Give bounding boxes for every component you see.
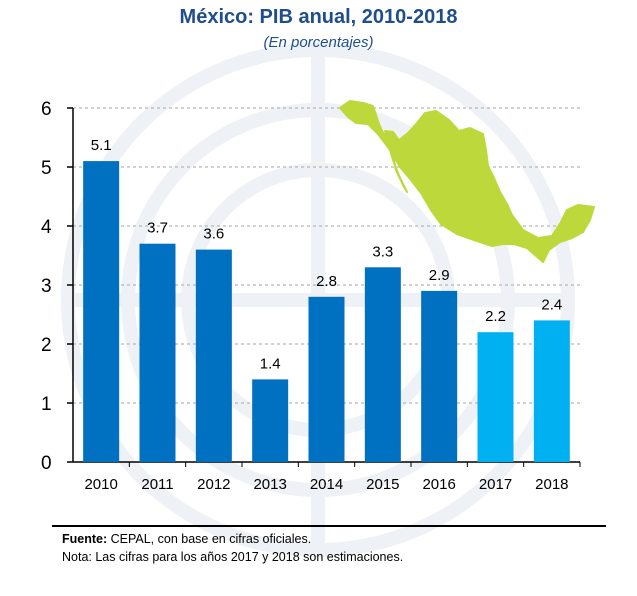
footer-rule bbox=[52, 525, 606, 527]
data-label-2012: 3.6 bbox=[203, 226, 224, 243]
x-tick-label-2011: 2011 bbox=[141, 476, 173, 493]
data-label-2013: 1.4 bbox=[260, 355, 281, 372]
data-label-2015: 3.3 bbox=[372, 243, 393, 260]
y-tick-label: 6 bbox=[41, 99, 52, 120]
y-tick-label: 4 bbox=[41, 217, 52, 238]
bar-2011 bbox=[139, 243, 176, 462]
bar-2018 bbox=[533, 320, 570, 462]
data-label-2010: 5.1 bbox=[91, 137, 112, 154]
x-tick-label-2018: 2018 bbox=[535, 476, 568, 493]
y-tick-label: 1 bbox=[41, 394, 52, 415]
data-label-2011: 3.7 bbox=[147, 220, 168, 237]
source-label: Fuente: bbox=[62, 532, 108, 546]
chart-title: México: PIB anual, 2010-2018 bbox=[179, 6, 458, 28]
data-label-2017: 2.2 bbox=[485, 308, 506, 325]
y-tick-label: 2 bbox=[41, 335, 52, 356]
mexico-map-icon bbox=[339, 100, 595, 263]
chart-subtitle: (En porcentajes) bbox=[263, 34, 374, 51]
data-labels: 5.1 3.7 3.6 1.4 2.8 3.3 2.9 2.2 2.4 bbox=[91, 137, 563, 372]
bar-2016 bbox=[421, 290, 458, 462]
data-label-2016: 2.9 bbox=[429, 267, 450, 284]
x-tick-label-2012: 2012 bbox=[197, 476, 230, 493]
bar-2015 bbox=[364, 267, 401, 462]
data-label-2014: 2.8 bbox=[316, 273, 337, 290]
y-tick-label: 5 bbox=[41, 158, 52, 179]
bar-chart: 5.1 3.7 3.6 1.4 2.8 3.3 2.9 2.2 2.4 0 1 2 3 4 5 6 2010 2… bbox=[41, 99, 595, 493]
x-tick-label-2017: 2017 bbox=[479, 476, 512, 493]
y-tick-label: 0 bbox=[41, 453, 52, 474]
bar-2013 bbox=[252, 379, 289, 462]
bar-2010 bbox=[83, 161, 120, 462]
data-label-2018: 2.4 bbox=[541, 296, 562, 313]
y-tick-label: 3 bbox=[41, 276, 52, 297]
source-text: CEPAL, con base en cifras oficiales. bbox=[107, 532, 312, 546]
x-tick-label-2016: 2016 bbox=[422, 476, 455, 493]
x-tick-label-2013: 2013 bbox=[253, 476, 286, 493]
x-tick-label-2010: 2010 bbox=[84, 476, 117, 493]
x-tick-label-2015: 2015 bbox=[366, 476, 399, 493]
bar-2012 bbox=[195, 249, 232, 462]
bars bbox=[83, 161, 570, 462]
bar-2017 bbox=[477, 332, 514, 462]
tick-labels: 0 1 2 3 4 5 6 2010 2011 2012 2013 2014 2015 2016 2017 2… bbox=[41, 99, 569, 493]
bar-2014 bbox=[308, 296, 345, 462]
note-line: Nota: Las cifras para los años 2017 y 20… bbox=[62, 550, 404, 564]
x-tick-label-2014: 2014 bbox=[310, 476, 343, 493]
footer-source: Fuente: CEPAL, con base en cifras oficia… bbox=[62, 530, 403, 566]
source-line: Fuente: CEPAL, con base en cifras oficia… bbox=[62, 530, 403, 548]
